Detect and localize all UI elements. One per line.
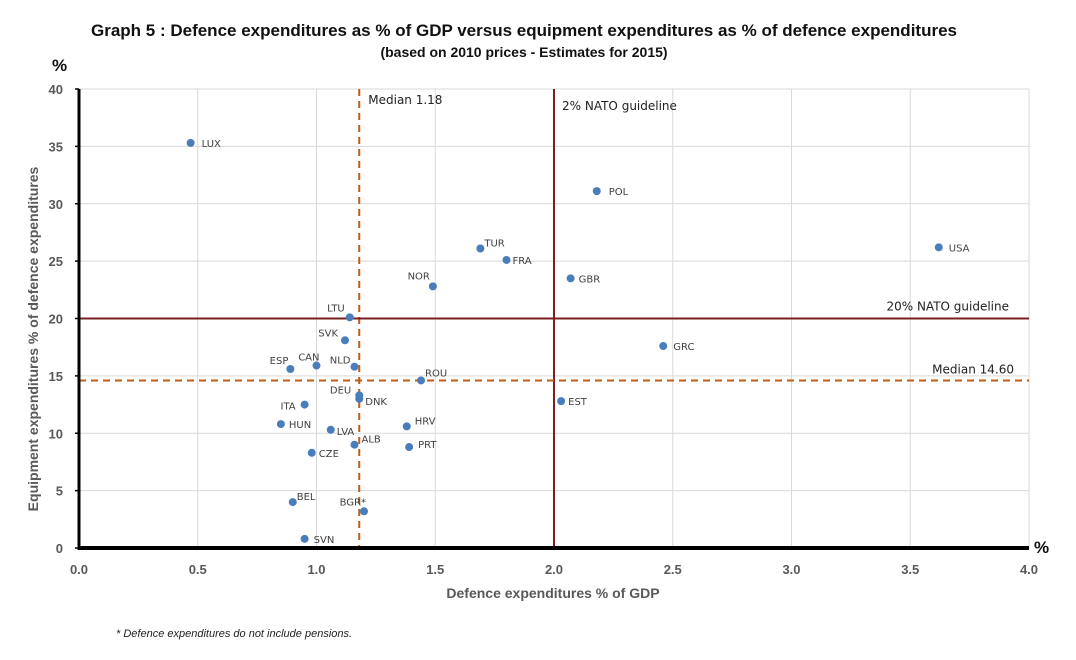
data-point-marker xyxy=(557,397,566,406)
data-point-marker xyxy=(502,255,511,264)
x-tick-labels: 0.0 0.5 1.0 1.5 2.0 2.5 3.0 3.5 4.0 xyxy=(70,562,1038,577)
axes xyxy=(75,88,1029,550)
data-point-label: CAN xyxy=(298,353,319,364)
data-point-marker xyxy=(286,364,295,373)
y-tick-label: 20 xyxy=(49,312,63,327)
y-tick-label: 25 xyxy=(49,254,63,269)
x-tick-label: 3.0 xyxy=(782,562,800,577)
data-point-marker xyxy=(326,425,335,434)
data-point-marker xyxy=(592,187,601,196)
data-point-marker xyxy=(307,448,316,457)
y-axis-title: Equipment expenditures % of defence expe… xyxy=(25,166,41,511)
y-unit-label: % xyxy=(52,56,67,75)
x-tick-label: 0.5 xyxy=(189,562,207,577)
y-tick-label: 15 xyxy=(49,369,63,384)
data-point-label: HUN xyxy=(289,420,311,431)
data-point-marker xyxy=(300,400,309,409)
data-point-marker xyxy=(566,274,575,283)
data-point-label: SVN xyxy=(314,535,335,546)
y-tick-label: 40 xyxy=(49,82,63,97)
footnote: * Defence expenditures do not include pe… xyxy=(116,628,352,640)
data-point-marker xyxy=(288,498,297,507)
data-point-label: NOR xyxy=(408,271,430,282)
data-point-marker xyxy=(312,361,321,370)
data-point-label: SVK xyxy=(318,328,338,339)
x-tick-label: 0.0 xyxy=(70,562,88,577)
data-point-marker xyxy=(417,376,425,385)
data-point-label: BEL xyxy=(297,492,316,503)
data-point-label: BGR* xyxy=(340,497,366,508)
data-point-label: GRC xyxy=(673,342,694,353)
y-tick-label: 10 xyxy=(49,426,63,441)
reference-line-label: Median 14.60 xyxy=(932,362,1014,376)
data-point-marker xyxy=(350,362,359,371)
reference-line-label: 20% NATO guideline xyxy=(886,300,1009,314)
data-point-label: LVA xyxy=(337,427,355,438)
data-points: LUX POL USA TUR FRA GBR NOR LTU SVK GRC ESP CAN NLD R… xyxy=(186,138,970,546)
y-tick-label: 30 xyxy=(49,197,63,212)
data-point-label: LUX xyxy=(202,139,221,150)
data-point-marker xyxy=(341,336,349,345)
x-tick-label: 2.0 xyxy=(545,562,563,577)
data-point-marker xyxy=(402,422,411,431)
x-tick-label: 1.5 xyxy=(426,562,444,577)
data-point-marker xyxy=(355,394,364,403)
chart-subtitle: (based on 2010 prices - Estimates for 20… xyxy=(380,44,667,60)
data-point-label: EST xyxy=(568,397,588,408)
y-tick-label: 35 xyxy=(49,139,63,154)
x-axis-title: Defence expenditures % of GDP xyxy=(446,585,659,601)
data-point-label: DNK xyxy=(365,397,387,408)
x-tick-label: 3.5 xyxy=(901,562,919,577)
data-point-label: POL xyxy=(609,187,629,198)
data-point-marker xyxy=(276,420,285,429)
data-point-marker xyxy=(345,313,354,322)
data-point-marker xyxy=(405,443,414,452)
data-point-label: ALB xyxy=(362,435,381,446)
data-point-marker xyxy=(934,243,943,252)
data-point-label: CZE xyxy=(319,449,339,460)
x-tick-label: 4.0 xyxy=(1020,562,1038,577)
reference-lines: Median 1.18 2% NATO guideline 20% NATO gui… xyxy=(79,89,1029,548)
reference-line-label: 2% NATO guideline xyxy=(562,99,677,113)
data-point-label: HRV xyxy=(415,416,436,427)
y-tick-label: 5 xyxy=(56,484,63,499)
data-point-label: ITA xyxy=(281,402,296,413)
data-point-label: DEU xyxy=(330,385,351,396)
data-point-marker xyxy=(360,507,368,516)
data-point-marker xyxy=(659,342,668,351)
data-point-label: NLD xyxy=(330,356,351,367)
data-point-label: FRA xyxy=(513,256,532,267)
reference-line-label: Median 1.18 xyxy=(368,93,442,107)
data-point-label: ESP xyxy=(270,356,289,367)
x-tick-label: 1.0 xyxy=(307,562,325,577)
data-point-marker xyxy=(350,440,359,449)
data-point-label: USA xyxy=(949,243,970,254)
data-point-label: GBR xyxy=(579,274,601,285)
x-tick-label: 2.5 xyxy=(664,562,682,577)
data-point-marker xyxy=(300,534,309,543)
chart-title: Graph 5 : Defence expenditures as % of G… xyxy=(91,21,957,40)
data-point-label: TUR xyxy=(483,239,504,250)
x-unit-label: % xyxy=(1034,538,1049,557)
data-point-label: ROU xyxy=(425,368,447,379)
data-point-marker xyxy=(186,138,195,147)
data-point-label: PRT xyxy=(418,440,437,451)
y-tick-label: 0 xyxy=(56,541,63,556)
y-tick-labels: 0 5 10 15 20 25 30 35 40 xyxy=(49,82,63,556)
data-point-marker xyxy=(476,244,485,253)
data-point-label: LTU xyxy=(327,303,345,314)
data-point-marker xyxy=(428,282,437,291)
